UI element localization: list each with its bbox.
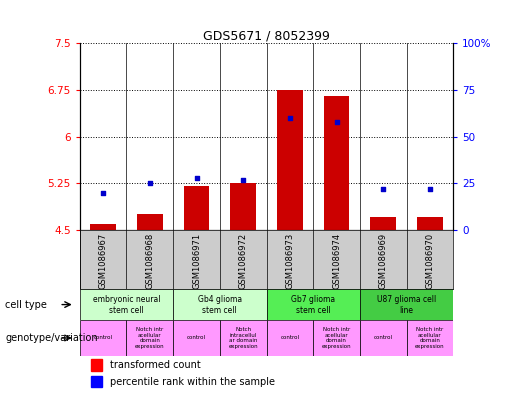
Bar (406, 320, 453, 356)
Text: GSM1086969: GSM1086969 (379, 233, 388, 289)
Point (193, 174, 201, 181)
Text: GSM1086970: GSM1086970 (425, 233, 434, 289)
Text: percentile rank within the sample: percentile rank within the sample (110, 377, 274, 387)
Text: control: control (94, 336, 113, 340)
Text: U87 glioma cell
line: U87 glioma cell line (377, 294, 436, 315)
Point (146, 180, 154, 186)
Text: Notch intr
acellular
domain
expression: Notch intr acellular domain expression (415, 327, 444, 349)
Text: GSM1086967: GSM1086967 (99, 233, 108, 289)
Text: Notch
intracellul
ar domain
expression: Notch intracellul ar domain expression (228, 327, 258, 349)
Text: control: control (280, 336, 299, 340)
Bar (137, 214, 163, 230)
Text: genotype/variation: genotype/variation (5, 333, 98, 343)
Bar (80, 320, 127, 356)
Text: GSM1086973: GSM1086973 (285, 233, 295, 289)
Text: Notch intr
acellular
domain
expression: Notch intr acellular domain expression (322, 327, 351, 349)
Bar (313, 320, 360, 356)
Text: GSM1086971: GSM1086971 (192, 233, 201, 289)
Point (426, 185, 434, 192)
Text: embryonic neural
stem cell: embryonic neural stem cell (93, 294, 160, 315)
Bar (370, 217, 396, 230)
Bar (91, 376, 102, 387)
Point (379, 185, 387, 192)
Text: control: control (374, 336, 393, 340)
Text: transformed count: transformed count (110, 360, 200, 370)
Bar (230, 183, 256, 230)
Bar (173, 320, 220, 356)
Text: Notch intr
acellular
domain
expression: Notch intr acellular domain expression (135, 327, 165, 349)
Title: GDS5671 / 8052399: GDS5671 / 8052399 (203, 29, 330, 42)
Text: GSM1086972: GSM1086972 (238, 233, 248, 289)
Text: Gb4 glioma
stem cell: Gb4 glioma stem cell (198, 294, 242, 315)
Bar (220, 320, 267, 356)
Point (332, 119, 340, 125)
Point (239, 176, 247, 183)
Bar (360, 289, 453, 320)
Bar (91, 359, 102, 371)
Bar (267, 289, 360, 320)
Bar (417, 217, 443, 230)
Text: cell type: cell type (5, 299, 47, 310)
Text: Gb7 glioma
stem cell: Gb7 glioma stem cell (291, 294, 335, 315)
Bar (267, 320, 313, 356)
Bar (184, 186, 209, 230)
Bar (80, 289, 173, 320)
Bar (173, 289, 267, 320)
Text: GSM1086968: GSM1086968 (145, 233, 154, 289)
Text: GSM1086974: GSM1086974 (332, 233, 341, 289)
Point (286, 115, 294, 121)
Bar (277, 90, 303, 230)
Bar (90, 224, 116, 230)
Bar (324, 96, 349, 230)
Bar (360, 320, 406, 356)
Bar (127, 320, 173, 356)
Point (99, 189, 107, 196)
Text: control: control (187, 336, 206, 340)
